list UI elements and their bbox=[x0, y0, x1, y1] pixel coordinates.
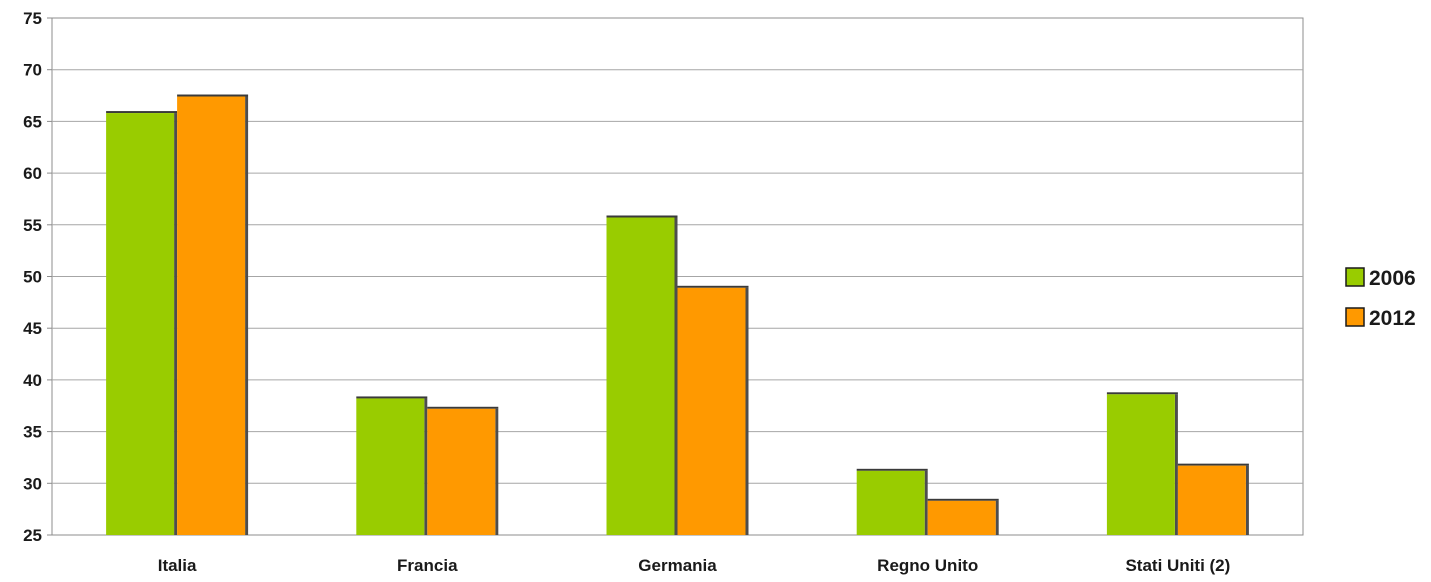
y-tick-label: 45 bbox=[23, 319, 42, 338]
y-tick-label: 30 bbox=[23, 474, 42, 493]
bar-2012-germania bbox=[677, 285, 749, 535]
bar-body bbox=[356, 398, 425, 535]
bar-2006-stati-uniti-2 bbox=[1106, 392, 1178, 535]
x-category-label: Francia bbox=[397, 556, 458, 575]
bar-2006-germania bbox=[606, 215, 678, 535]
legend-label: 2006 bbox=[1369, 267, 1416, 290]
y-axis-ticks: 75 70 65 60 55 50 45 40 35 30 25 bbox=[23, 9, 52, 545]
y-tick-label: 70 bbox=[23, 61, 42, 80]
x-category-label: Stati Uniti (2) bbox=[1125, 556, 1230, 575]
y-tick-label: 40 bbox=[23, 371, 42, 390]
bar-body bbox=[177, 96, 246, 536]
y-tick-label: 50 bbox=[23, 268, 42, 287]
bar-body bbox=[1106, 394, 1175, 535]
bar-body bbox=[106, 113, 175, 535]
bar-body bbox=[677, 287, 746, 535]
bar-body bbox=[427, 408, 496, 535]
bar-2012-regno-unito bbox=[927, 498, 999, 535]
legend-item-2012: 2012 bbox=[1345, 307, 1416, 330]
x-axis-categories: Italia Francia Germania Regno Unito Stati Un… bbox=[158, 556, 1231, 575]
bar-2012-stati-uniti-2 bbox=[1177, 463, 1249, 535]
bar-body bbox=[606, 217, 675, 535]
y-tick-label: 75 bbox=[23, 9, 42, 28]
bar-2012-francia bbox=[427, 406, 499, 535]
x-category-label: Regno Unito bbox=[877, 556, 978, 575]
x-category-label: Italia bbox=[158, 556, 197, 575]
y-tick-label: 35 bbox=[23, 423, 42, 442]
bar-2006-regno-unito bbox=[856, 468, 928, 535]
legend-swatch bbox=[1345, 267, 1365, 287]
bar-body bbox=[1177, 465, 1246, 535]
legend: 2006 2012 bbox=[1345, 267, 1416, 330]
legend-item-2006: 2006 bbox=[1345, 267, 1416, 290]
bar-2012-italia bbox=[177, 94, 249, 536]
bar-2006-francia bbox=[356, 396, 428, 535]
y-tick-label: 55 bbox=[23, 216, 42, 235]
bars bbox=[106, 94, 1249, 536]
y-tick-label: 65 bbox=[23, 112, 42, 131]
bar-body bbox=[927, 500, 996, 535]
y-tick-label: 60 bbox=[23, 164, 42, 183]
x-category-label: Germania bbox=[638, 556, 717, 575]
y-tick-label: 25 bbox=[23, 526, 42, 545]
bar-2006-italia bbox=[106, 111, 178, 535]
legend-label: 2012 bbox=[1369, 307, 1416, 330]
bar-body bbox=[856, 470, 925, 535]
legend-swatch bbox=[1345, 307, 1365, 327]
